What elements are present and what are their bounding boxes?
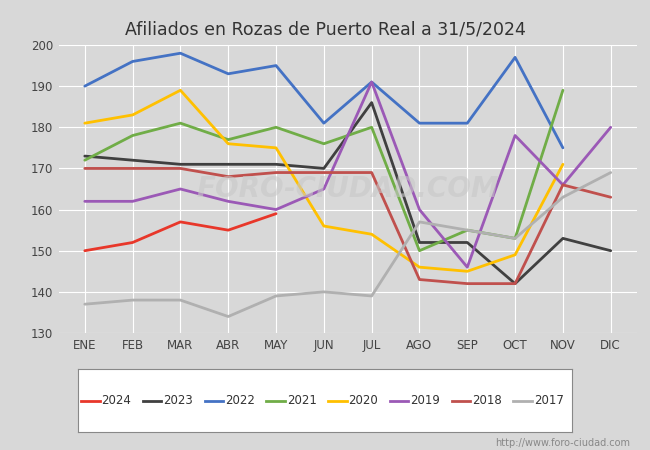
Text: 2021: 2021 — [287, 394, 317, 407]
Text: 2019: 2019 — [410, 394, 440, 407]
Text: 2023: 2023 — [163, 394, 193, 407]
Text: 2017: 2017 — [534, 394, 564, 407]
Text: 2018: 2018 — [472, 394, 502, 407]
Text: http://www.foro-ciudad.com: http://www.foro-ciudad.com — [495, 438, 630, 448]
Text: 2020: 2020 — [348, 394, 378, 407]
Text: FORO-CIUDAD.COM: FORO-CIUDAD.COM — [196, 175, 499, 203]
Text: 2022: 2022 — [225, 394, 255, 407]
Text: Afiliados en Rozas de Puerto Real a 31/5/2024: Afiliados en Rozas de Puerto Real a 31/5… — [125, 20, 525, 38]
Text: 2024: 2024 — [101, 394, 131, 407]
